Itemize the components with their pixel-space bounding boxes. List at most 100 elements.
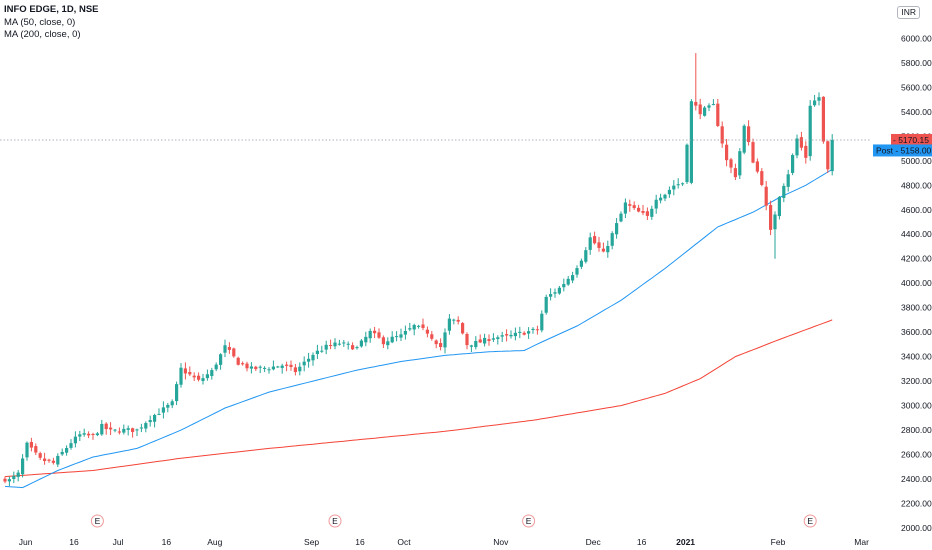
candle-body xyxy=(16,472,20,477)
candle-body xyxy=(698,104,702,115)
candle-body xyxy=(166,404,170,408)
candle-body xyxy=(223,345,227,353)
candle-body xyxy=(417,325,421,327)
candle-body xyxy=(29,442,33,448)
y-tick-label: 4800.00 xyxy=(901,180,932,190)
candle-body xyxy=(601,248,605,252)
candle-body xyxy=(535,329,539,331)
candle-body xyxy=(760,171,764,185)
candle-body xyxy=(311,354,315,361)
candle-body xyxy=(623,202,627,214)
candle-body xyxy=(478,339,482,343)
candle-body xyxy=(659,197,663,201)
candle-body xyxy=(298,366,302,372)
x-tick-label: 2021 xyxy=(676,537,695,547)
y-tick-label: 3400.00 xyxy=(901,352,932,362)
y-tick-label: 6000.00 xyxy=(901,33,932,43)
candle-body xyxy=(337,343,341,345)
candle-body xyxy=(188,372,192,375)
candle-body xyxy=(214,364,218,370)
y-tick-label: 4400.00 xyxy=(901,229,932,239)
candle-body xyxy=(813,100,817,106)
candle-body xyxy=(122,428,126,433)
candle-body xyxy=(364,336,368,343)
candle-body xyxy=(645,211,649,216)
candle-body xyxy=(307,358,311,362)
candle-body xyxy=(56,455,60,465)
candle-body xyxy=(672,185,676,190)
candle-body xyxy=(161,407,165,413)
candle-body xyxy=(711,104,715,106)
candle-body xyxy=(390,336,394,343)
earnings-marker[interactable] xyxy=(328,514,342,528)
candle-body xyxy=(755,161,759,172)
candle-body xyxy=(786,174,790,187)
candle-body xyxy=(7,479,11,482)
y-tick-label: 4200.00 xyxy=(901,254,932,264)
candle-body xyxy=(720,126,724,144)
candle-body xyxy=(500,335,504,337)
candle-body xyxy=(82,433,86,435)
x-tick-label: 16 xyxy=(162,537,172,547)
candle-body xyxy=(34,446,38,453)
candle-body xyxy=(729,159,733,168)
ma200-legend-label: MA (200, close, 0) xyxy=(4,29,81,40)
candle-body xyxy=(403,330,407,335)
candle-body xyxy=(685,144,689,183)
candle-body xyxy=(104,423,108,430)
y-tick-label: 2000.00 xyxy=(901,523,932,533)
candle-body xyxy=(773,214,777,230)
candle-body xyxy=(175,384,179,402)
candle-body xyxy=(346,343,350,345)
currency-button[interactable]: INR xyxy=(897,6,920,19)
candle-body xyxy=(43,458,47,462)
candle-body xyxy=(232,348,236,357)
candle-body xyxy=(153,414,157,422)
candle-body xyxy=(513,332,517,337)
candle-body xyxy=(276,366,280,368)
candle-body xyxy=(562,284,566,288)
candle-body xyxy=(456,319,460,322)
candle-body xyxy=(60,451,64,455)
x-tick-label: 16 xyxy=(637,537,647,547)
candle-body xyxy=(342,342,346,344)
candle-body xyxy=(293,367,297,373)
candle-body xyxy=(527,331,531,334)
last-price-tag xyxy=(891,133,932,146)
earnings-marker[interactable] xyxy=(90,514,104,528)
candle-body xyxy=(170,401,174,406)
candle-body xyxy=(443,332,447,348)
candle-body xyxy=(227,347,231,350)
candle-body xyxy=(157,413,161,415)
earnings-marker-label: E xyxy=(807,516,813,526)
candle-body xyxy=(109,427,113,430)
candle-body xyxy=(139,427,143,429)
candle-body xyxy=(689,101,693,183)
symbol-title: INFO EDGE, 1D, NSE xyxy=(4,4,99,15)
candle-body xyxy=(381,337,385,345)
candle-body xyxy=(681,183,685,185)
earnings-marker[interactable] xyxy=(803,514,817,528)
candle-body xyxy=(21,458,25,475)
y-tick-label: 3600.00 xyxy=(901,327,932,337)
candle-body xyxy=(676,184,680,186)
x-tick-label: 16 xyxy=(355,537,365,547)
candle-body xyxy=(496,337,500,340)
candle-body xyxy=(329,345,333,347)
candle-body xyxy=(425,329,429,334)
candle-body xyxy=(192,375,196,378)
candle-body xyxy=(131,428,135,432)
x-tick-label: Aug xyxy=(207,537,222,547)
candle-body xyxy=(179,367,183,385)
candle-body xyxy=(439,342,443,348)
ma50-legend-label: MA (50, close, 0) xyxy=(4,16,76,28)
candle-body xyxy=(434,340,438,345)
x-tick-label: Dec xyxy=(586,537,602,547)
earnings-marker[interactable] xyxy=(522,514,536,528)
earnings-marker-label: E xyxy=(332,516,338,526)
candle-body xyxy=(769,205,773,230)
candle-body xyxy=(219,354,223,365)
candle-body xyxy=(531,328,535,331)
candle-body xyxy=(707,105,711,108)
